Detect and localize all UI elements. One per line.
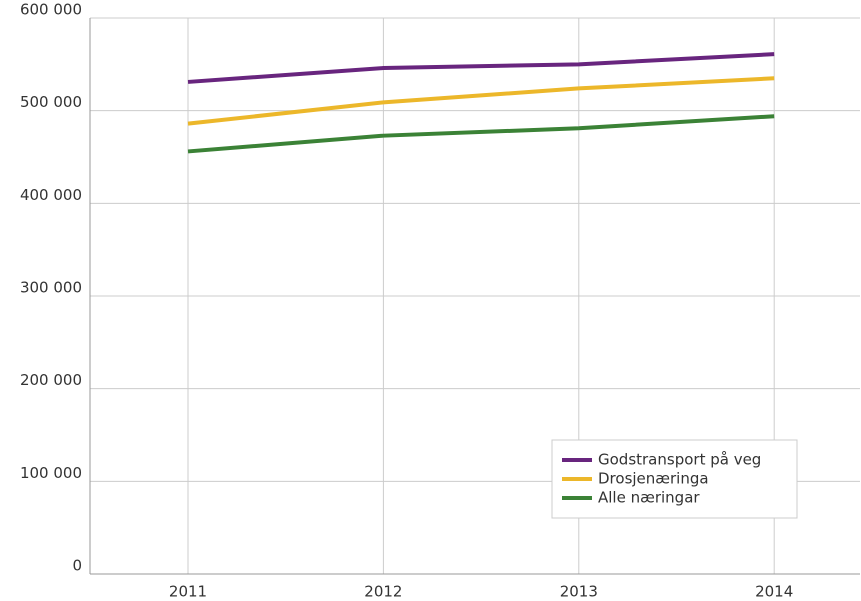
legend-label: Godstransport på veg [598,451,761,469]
legend-label: Drosjenæringa [598,470,709,488]
y-tick-label: 600 000 [20,1,82,19]
legend-label: Alle næringar [598,489,700,507]
x-tick-label: 2014 [755,583,793,601]
legend-box [551,439,798,519]
y-tick-label: 200 000 [20,371,82,389]
line [187,76,775,126]
x-tick-label: 2011 [169,583,207,601]
line [187,114,775,154]
x-tick-label: 2012 [364,583,402,601]
y-tick-label: 300 000 [20,279,82,297]
line [187,52,775,84]
y-tick-label: 500 000 [20,93,82,111]
y-tick-label: 100 000 [20,464,82,482]
x-tick-label: 2013 [560,583,598,601]
y-tick-label: 400 000 [20,186,82,204]
y-tick-label: 0 [72,557,82,575]
